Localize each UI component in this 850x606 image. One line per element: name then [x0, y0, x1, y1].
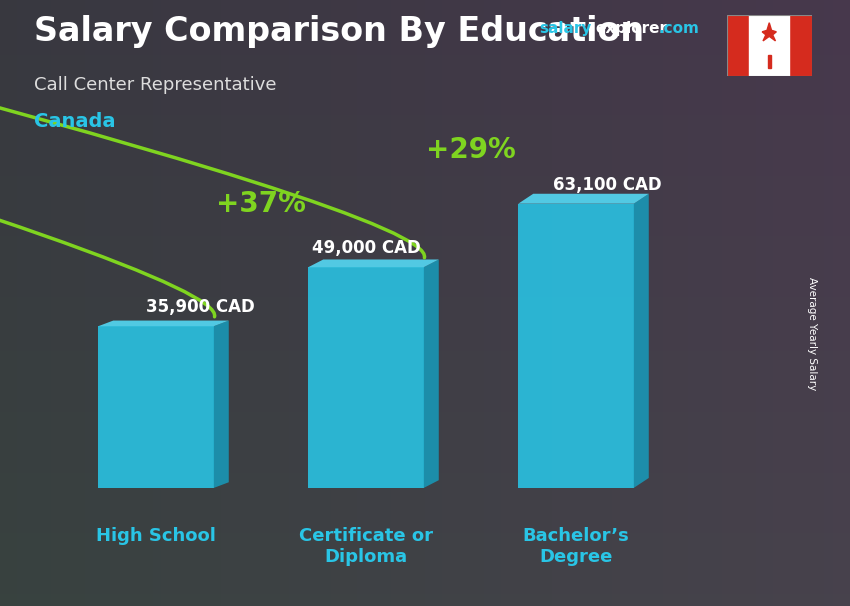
Bar [768, 55, 771, 68]
Text: +37%: +37% [216, 190, 306, 218]
Text: salary: salary [540, 21, 592, 36]
Polygon shape [309, 267, 424, 488]
Polygon shape [518, 194, 649, 204]
Text: Call Center Representative: Call Center Representative [34, 76, 276, 94]
Text: 63,100 CAD: 63,100 CAD [553, 176, 662, 194]
Polygon shape [762, 22, 776, 41]
Text: Bachelor’s
Degree: Bachelor’s Degree [523, 527, 629, 566]
Bar [789, 15, 812, 76]
Bar [727, 15, 750, 76]
Text: Certificate or
Diploma: Certificate or Diploma [299, 527, 433, 566]
Text: High School: High School [96, 527, 216, 545]
Text: 35,900 CAD: 35,900 CAD [145, 298, 254, 316]
Text: .com: .com [659, 21, 700, 36]
Polygon shape [309, 259, 439, 267]
Polygon shape [99, 326, 213, 488]
Text: Salary Comparison By Education: Salary Comparison By Education [34, 15, 644, 48]
Text: +29%: +29% [426, 136, 516, 164]
Text: Average Yearly Salary: Average Yearly Salary [807, 277, 817, 390]
Bar [750, 15, 789, 76]
Text: 49,000 CAD: 49,000 CAD [312, 239, 421, 258]
Polygon shape [99, 321, 229, 326]
Polygon shape [518, 204, 634, 488]
Text: explorer: explorer [595, 21, 667, 36]
Polygon shape [213, 321, 229, 488]
Text: Canada: Canada [34, 112, 116, 131]
Polygon shape [424, 259, 439, 488]
Polygon shape [634, 194, 649, 488]
